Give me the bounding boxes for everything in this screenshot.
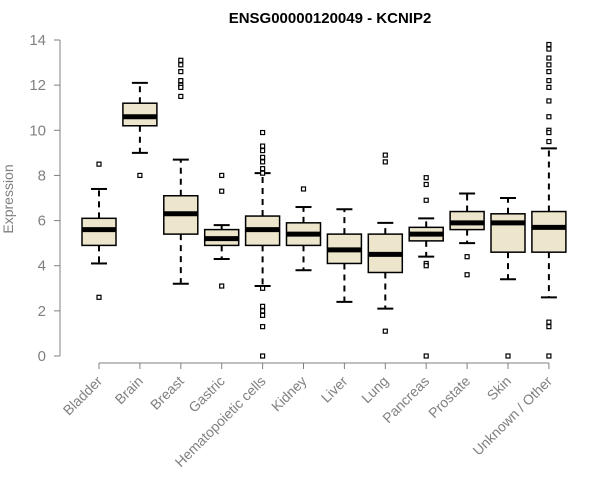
outlier-point	[260, 154, 266, 160]
y-tick-label: 12	[29, 77, 46, 94]
outlier-point	[260, 129, 266, 136]
outlier-point	[260, 324, 266, 330]
outlier-point	[382, 159, 388, 165]
outlier-point	[260, 285, 266, 291]
outlier-point	[260, 143, 266, 149]
box-group	[531, 41, 567, 359]
outlier-point	[260, 170, 266, 176]
y-axis: 0 2 4 6 8 10 12 14	[29, 32, 61, 365]
outlier-point	[260, 353, 266, 359]
outlier-point	[219, 172, 225, 179]
outlier-point	[505, 353, 511, 359]
outlier-point	[546, 138, 552, 145]
box-group	[367, 152, 404, 334]
outlier-point	[260, 312, 266, 318]
box-group	[122, 81, 158, 179]
outlier-point	[546, 84, 552, 91]
outlier-point	[96, 161, 102, 167]
outlier-point	[96, 294, 102, 300]
outlier-point	[382, 152, 388, 158]
iqr-box	[490, 213, 526, 253]
outlier-point	[260, 159, 266, 165]
outlier-point	[137, 172, 143, 179]
outlier-point	[546, 98, 552, 104]
y-tick-label: 0	[38, 348, 46, 365]
outlier-point	[178, 93, 184, 100]
box-group	[490, 197, 526, 359]
outlier-point	[546, 55, 552, 61]
outlier-point	[423, 181, 429, 188]
outlier-point	[546, 114, 552, 120]
outlier-point	[546, 78, 552, 84]
y-axis-label: Expression	[0, 164, 16, 233]
outlier-point	[260, 166, 266, 172]
x-tick-label: Prostate	[425, 373, 473, 421]
outlier-point	[423, 197, 429, 203]
outlier-point	[546, 319, 552, 325]
box-group	[449, 192, 485, 278]
x-tick-label: Kidney	[268, 373, 310, 415]
box-group	[408, 175, 444, 359]
outlier-point	[178, 78, 184, 84]
outlier-point	[300, 186, 307, 192]
outlier-point	[219, 283, 225, 289]
outlier-point	[546, 46, 552, 52]
outlier-point	[260, 308, 266, 314]
box-group	[244, 129, 281, 359]
y-tick-label: 8	[38, 167, 46, 184]
outlier-point	[546, 62, 552, 68]
y-tick-label: 10	[29, 122, 46, 139]
iqr-box	[531, 210, 567, 253]
outlier-point	[178, 68, 184, 75]
box-group	[326, 208, 363, 303]
box-group	[163, 57, 199, 285]
x-tick-label: Bladder	[60, 373, 106, 419]
outlier-point	[546, 129, 552, 136]
outlier-point	[423, 353, 429, 359]
x-tick-label: Brain	[112, 373, 146, 407]
outlier-point	[260, 303, 266, 309]
outlier-point	[178, 62, 184, 68]
x-tick-label: Breast	[147, 373, 187, 413]
outlier-point	[178, 57, 184, 63]
y-tick-label: 4	[38, 258, 46, 275]
x-tick-label: Skin	[484, 373, 515, 404]
box-group	[203, 172, 240, 289]
outlier-point	[260, 148, 266, 154]
outlier-point	[423, 175, 429, 181]
outlier-point	[546, 68, 552, 75]
y-tick-label: 14	[29, 32, 46, 49]
outlier-point	[464, 254, 470, 260]
outlier-point	[546, 324, 552, 330]
outlier-point	[546, 353, 552, 359]
y-tick-label: 2	[38, 303, 46, 320]
x-tick-label: Liver	[318, 373, 351, 406]
box-group	[81, 161, 117, 300]
y-tick-label: 6	[38, 213, 46, 230]
box-group	[285, 186, 322, 272]
outlier-point	[178, 84, 184, 91]
box-series	[81, 41, 567, 359]
x-tick-label: Lung	[358, 373, 391, 406]
outlier-point	[464, 272, 470, 278]
outlier-point	[423, 263, 429, 269]
outlier-point	[382, 328, 388, 334]
outlier-point	[546, 41, 552, 48]
outlier-point	[219, 188, 225, 194]
chart-title: ENSG00000120049 - KCNIP2	[229, 10, 432, 27]
